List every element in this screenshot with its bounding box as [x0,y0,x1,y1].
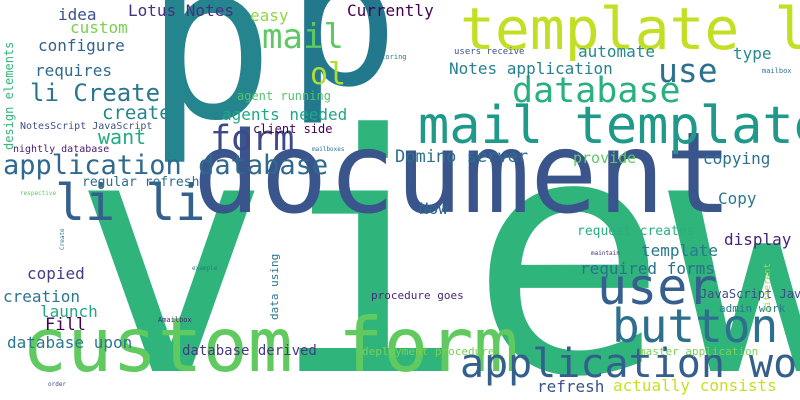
word-fill: Fill [45,315,86,335]
word-launch: launch [40,302,98,321]
word-template-li: template li [460,0,800,63]
word-p-1: p [145,0,275,168]
word-agent-running: agent running [237,89,331,103]
word-now: Now [419,199,448,218]
word-copy: Copy [718,189,757,208]
word-request-creates: request creates [577,224,695,239]
word-design-elements: design elements [2,41,16,150]
word-requires: requires [35,61,113,80]
word-want: want [98,125,147,149]
word-create: Create [59,228,66,250]
word-actually-consists: actually consists [613,376,777,395]
word-client-side: client side [253,122,333,136]
word-button: button [612,299,779,353]
word-respective: respective [20,190,57,197]
word-mail-template: mail template [418,96,800,156]
word-mailbox: mailbox [762,67,792,75]
word-copied: copied [27,264,85,283]
word-regular-refresh: regular refresh [82,175,200,190]
word-configure: configure [38,36,125,55]
word-mailboxes: mailboxes [312,146,345,153]
word-form: form [210,119,295,159]
word-template: template [641,241,719,260]
word-easy: easy [250,6,289,25]
word-application-database: application database [3,150,329,181]
word-lotus-notes: Lotus Notes [128,1,234,20]
word-provide: provide [573,149,637,167]
word-idea: idea [58,5,97,24]
word-currently: Currently [347,1,434,20]
word-li-li: li li [55,174,206,232]
word-application-works: application works [460,341,800,387]
word-maintain: maintain [591,250,620,257]
word-nightly-database: nightly database [13,144,110,155]
word-order: order [48,381,67,388]
word-view: view [72,65,800,400]
word-javascript-java: JavaScript Java [700,287,800,301]
word-notesscript-javascript: NotesScript JavaScript [20,121,153,132]
word-document: document [193,109,733,239]
word-required-forms: required forms [580,259,715,278]
word-use: use [658,51,718,90]
word-creation: creation [3,287,81,306]
word-storing: storing [377,53,407,61]
word-different: different [763,263,773,312]
word-created: created [102,102,183,124]
word-notes-application: Notes application [449,59,613,78]
word-mail: mail [262,17,344,57]
word-amailbox: Amailbox [158,316,192,324]
word-custom-form: custom form [22,301,519,389]
word-automate: automate [578,42,656,61]
word-copying: copying [703,149,771,168]
word-domino-server: Domino server [395,147,529,167]
word-type: type [733,44,772,63]
word-refresh: refresh [537,377,605,396]
word-deployment-procedure: deployment procedure [362,345,495,358]
word-data-using: data using [268,253,281,320]
word-database-derived: database derived [182,343,317,359]
word-users-receive: users receive [454,47,525,57]
word-custom: custom [70,18,128,37]
word-procedure-goes: procedure goes [371,289,464,302]
word-p-2: p [287,0,399,128]
word-example: example [192,265,218,272]
word-li-create: li Create [30,79,161,107]
word-database-upon: database upon [7,333,133,352]
word-admin-work: admin work [719,302,786,315]
word-user: user [597,258,718,316]
word-database: database [512,71,681,111]
word-ol: ol [310,57,347,92]
word-agents-needed: agents needed [222,105,348,124]
word-master-application: master application [639,345,759,358]
word-display: display [724,230,792,249]
